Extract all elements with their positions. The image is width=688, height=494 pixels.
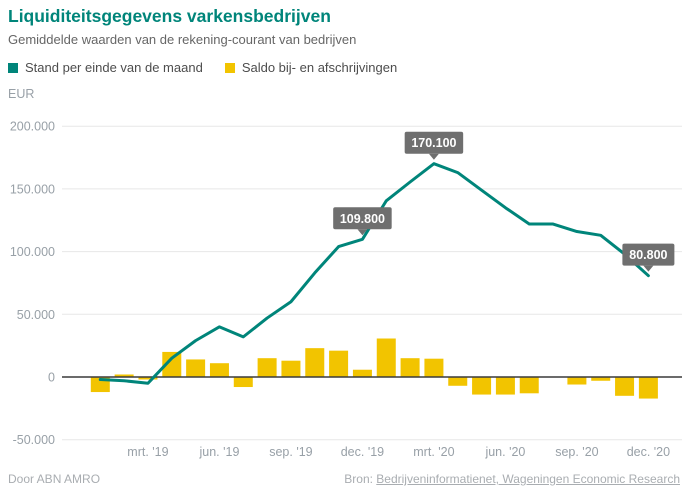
bar-mrt. '19[interactable] bbox=[138, 377, 158, 380]
page-title: Liquiditeitsgegevens varkensbedrijven bbox=[8, 6, 331, 26]
callout-box bbox=[622, 243, 675, 266]
callout-pointer bbox=[357, 229, 368, 236]
bar-jul. '19[interactable] bbox=[233, 377, 253, 388]
bar-jun. '20[interactable] bbox=[495, 377, 515, 395]
callout-box bbox=[333, 207, 392, 230]
y-tick-label: 150.000 bbox=[10, 182, 55, 196]
bar-feb. '19[interactable] bbox=[114, 374, 134, 377]
bar-jun. '19[interactable] bbox=[209, 363, 229, 377]
balance-line[interactable] bbox=[98, 162, 650, 385]
x-tick-label: jun. '19 bbox=[198, 445, 239, 459]
bar-jan. '20[interactable] bbox=[376, 338, 396, 377]
x-tick-label: mrt. '20 bbox=[413, 445, 454, 459]
legend-label-stand: Stand per einde van de maand bbox=[25, 60, 203, 75]
callout-pointer bbox=[643, 265, 654, 272]
bar-nov. '20[interactable] bbox=[615, 377, 635, 396]
bar-feb. '20[interactable] bbox=[400, 358, 420, 377]
source-prefix: Bron: bbox=[344, 472, 377, 486]
legend-item-saldo[interactable]: Saldo bij- en afschrijvingen bbox=[224, 60, 398, 75]
legend-swatch-yellow-icon bbox=[224, 62, 235, 73]
bar-aug. '19[interactable] bbox=[257, 358, 277, 377]
data-label-callout: 80.800 bbox=[622, 243, 675, 272]
bar-dec. '19[interactable] bbox=[352, 369, 372, 377]
y-axis-unit-label: EUR bbox=[8, 87, 35, 101]
callout-value: 170.100 bbox=[411, 136, 456, 150]
y-tick-label: 200.000 bbox=[10, 120, 55, 134]
data-label-callout: 170.100 bbox=[404, 131, 464, 160]
callout-pointer bbox=[428, 153, 439, 160]
bar-apr. '20[interactable] bbox=[448, 377, 468, 386]
chart-canvas: 200.000 150.000 100.000 50.000 0 -50.000 mrt. … bbox=[10, 120, 682, 459]
legend-swatch-teal-icon bbox=[8, 62, 18, 73]
data-label-callout: 109.800 bbox=[333, 207, 392, 236]
bar-okt. '19[interactable] bbox=[305, 348, 325, 377]
bar-sep. '19[interactable] bbox=[281, 360, 301, 377]
bar-nov. '19[interactable] bbox=[329, 350, 349, 377]
legend: Stand per einde van de maand Saldo bij- … bbox=[8, 60, 397, 75]
y-tick-label: 0 bbox=[48, 371, 55, 385]
y-tick-label: -50.000 bbox=[13, 433, 55, 447]
bar-okt. '20[interactable] bbox=[591, 377, 611, 381]
x-tick-label: dec. '19 bbox=[341, 445, 384, 459]
callout-value: 80.800 bbox=[629, 248, 667, 262]
bar-sep. '20[interactable] bbox=[567, 377, 587, 385]
x-tick-label: sep. '20 bbox=[555, 445, 598, 459]
x-tick-label: sep. '19 bbox=[269, 445, 312, 459]
callout-box bbox=[404, 131, 464, 154]
y-tick-label: 50.000 bbox=[17, 308, 55, 322]
chart-subtitle: Gemiddelde waarden van de rekening-coura… bbox=[8, 32, 357, 47]
x-tick-label: dec. '20 bbox=[627, 445, 670, 459]
callout-value: 109.800 bbox=[340, 212, 385, 226]
source-link[interactable]: Bedrijveninformatienet, Wageningen Econo… bbox=[376, 472, 680, 486]
bar-mei '20[interactable] bbox=[472, 377, 492, 395]
legend-item-stand[interactable]: Stand per einde van de maand bbox=[8, 60, 203, 75]
bar-mei '19[interactable] bbox=[186, 359, 206, 377]
bar-apr. '19[interactable] bbox=[162, 351, 182, 377]
bar-dec. '20[interactable] bbox=[638, 377, 658, 399]
bar-jul. '20[interactable] bbox=[519, 377, 539, 394]
x-tick-label: jun. '20 bbox=[484, 445, 525, 459]
footer-credit: Door ABN AMRO bbox=[8, 472, 101, 486]
x-tick-label: mrt. '19 bbox=[127, 445, 168, 459]
bar-mrt. '20[interactable] bbox=[424, 358, 444, 377]
y-tick-label: 100.000 bbox=[10, 245, 55, 259]
footer-source: Bron: Bedrijveninformatienet, Wageningen… bbox=[344, 472, 680, 486]
legend-label-saldo: Saldo bij- en afschrijvingen bbox=[241, 60, 398, 75]
